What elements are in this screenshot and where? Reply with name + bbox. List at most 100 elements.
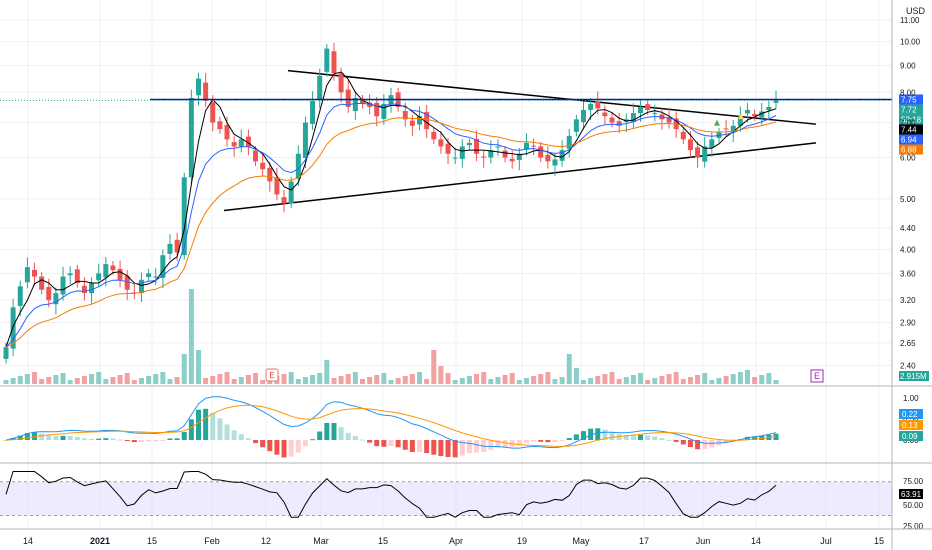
volume-bars: 2.915M	[3, 289, 929, 384]
volume-bar	[609, 372, 615, 384]
macd-histogram-bar	[146, 440, 152, 442]
candle-body	[203, 82, 209, 101]
macd-histogram-bar	[217, 418, 223, 440]
candle-body	[124, 275, 130, 290]
candle-body	[509, 158, 515, 162]
candle-body	[459, 146, 465, 159]
volume-bar	[46, 377, 52, 384]
volume-badge	[899, 371, 929, 381]
volume-bar	[623, 377, 629, 384]
volume-bar	[588, 378, 594, 384]
candle-body	[24, 267, 30, 283]
volume-bar	[345, 374, 351, 384]
macd-histogram-bar	[573, 434, 579, 440]
x-tick-label: 14	[23, 536, 33, 546]
x-tick-label: 19	[517, 536, 527, 546]
price-tick-label: 9.00	[900, 62, 916, 71]
candle-body	[552, 159, 558, 166]
candle-body	[609, 117, 615, 123]
macd-histogram-bar	[302, 440, 308, 447]
volume-bar	[709, 380, 715, 384]
rsi-tick-label: 50.00	[903, 501, 924, 510]
volume-bar	[367, 377, 373, 384]
price-badge-countdown-label: 52:18	[901, 115, 922, 124]
volume-bar	[32, 372, 38, 384]
earnings-marker-main[interactable]	[810, 369, 824, 383]
candle-body	[588, 103, 594, 110]
earnings-marker-price[interactable]	[265, 368, 279, 382]
candle-body	[53, 293, 59, 305]
macd-histogram-bar	[417, 440, 423, 452]
candle-body	[174, 239, 180, 253]
volume-bar	[523, 378, 529, 384]
candle-body	[666, 117, 672, 123]
macd-histogram-bar	[680, 440, 686, 445]
candle-body	[253, 150, 259, 162]
volume-bar	[474, 374, 480, 384]
volume-bar	[288, 372, 294, 384]
x-tick-label: 17	[639, 536, 649, 546]
candle-body	[238, 139, 244, 147]
volume-bar	[723, 376, 729, 384]
volume-bar	[573, 368, 579, 384]
volume-bar	[395, 378, 401, 384]
volume-bar	[110, 377, 116, 384]
volume-bar	[402, 376, 408, 384]
price-badge-last-label: 7.72	[901, 105, 917, 114]
signal-line	[5, 404, 777, 447]
macd-histogram-bar	[759, 435, 765, 440]
candle-body	[67, 273, 73, 276]
volume-bar	[502, 375, 508, 384]
volume-bar	[452, 380, 458, 384]
candle-body	[652, 113, 658, 115]
volume-bar	[67, 380, 73, 384]
macd-badge-signal-label: 0.13	[902, 421, 918, 430]
candle-body	[302, 122, 308, 158]
triangle-pattern	[223, 69, 817, 212]
volume-bar	[495, 377, 501, 384]
volume-bar	[545, 372, 551, 384]
volume-bar	[538, 374, 544, 384]
volume-bar	[81, 376, 87, 384]
volume-bar	[388, 380, 394, 384]
volume-bar	[659, 376, 665, 384]
candle-body	[32, 269, 38, 277]
macd-histogram-bar	[53, 435, 59, 440]
candle-body	[645, 104, 651, 110]
macd-histogram-bar	[359, 439, 365, 441]
candle-body	[481, 156, 487, 158]
volume-bar	[645, 380, 651, 384]
macd-histogram-bar	[374, 440, 380, 447]
candle-body	[737, 116, 743, 126]
price-tick-label: 2.90	[900, 318, 916, 327]
signal-marker	[714, 119, 720, 126]
price-badge-ma_mid	[899, 134, 923, 145]
candle-body	[381, 103, 387, 119]
price-tick-label: 3.60	[900, 269, 916, 278]
price-tick-label: 6.00	[900, 154, 916, 163]
candle-body	[359, 99, 365, 104]
candle-body	[495, 146, 501, 148]
candle-body	[417, 116, 423, 125]
candle-body	[773, 100, 779, 103]
volume-bar	[737, 372, 743, 384]
candle-body	[138, 279, 144, 294]
macd-histogram-bar	[424, 440, 430, 454]
candle-body	[231, 142, 237, 147]
macd-histogram-bar	[659, 438, 665, 440]
volume-bar	[509, 373, 515, 384]
volume-bar	[302, 377, 308, 384]
candle-body	[131, 292, 137, 294]
volume-bar	[174, 377, 180, 384]
macd-badge-macd	[899, 409, 923, 419]
volume-bar	[744, 370, 750, 384]
candle-body	[680, 131, 686, 140]
volume-badge-label: 2.915M	[900, 372, 927, 381]
candle-body	[702, 146, 708, 162]
candle-body	[210, 102, 216, 123]
signal-marker	[738, 113, 744, 120]
volume-bar	[89, 374, 95, 384]
macd-histogram-bar	[466, 440, 472, 454]
macd-histogram-bar	[117, 439, 123, 441]
